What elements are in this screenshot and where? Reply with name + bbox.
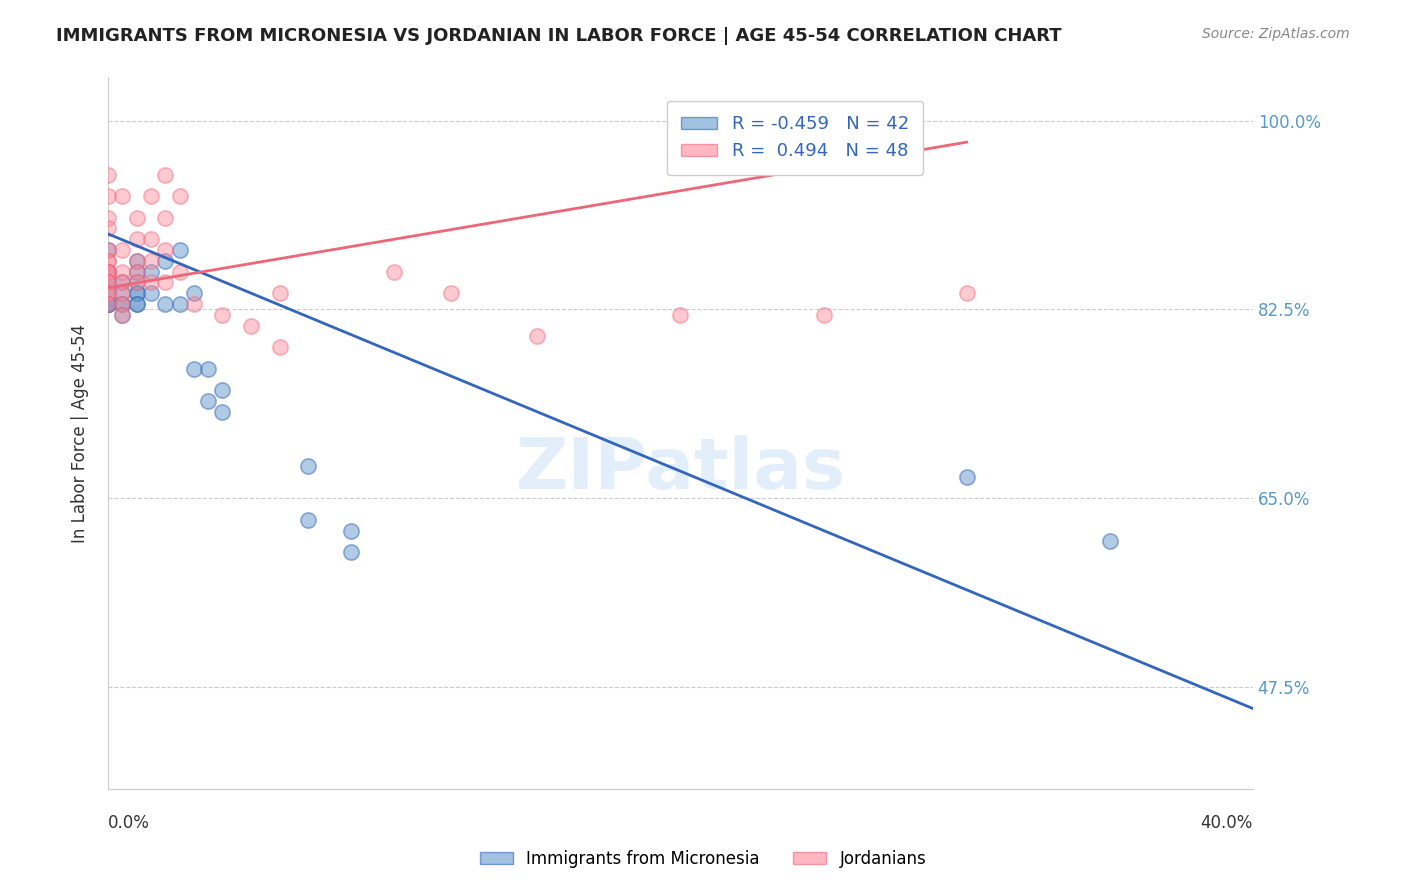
Point: [97, 276, 120, 290]
Point: [97, 286, 120, 301]
Point: [125, 297, 148, 311]
Text: 0.0%: 0.0%: [108, 814, 150, 832]
Point: [169, 264, 191, 278]
Point: [97, 253, 120, 268]
Point: [183, 286, 205, 301]
Point: [139, 286, 162, 301]
Point: [97, 253, 120, 268]
Point: [97, 264, 120, 278]
Point: [211, 405, 233, 419]
Point: [111, 264, 134, 278]
Point: [97, 286, 120, 301]
Point: [125, 276, 148, 290]
Point: [139, 276, 162, 290]
Point: [97, 211, 120, 225]
Point: [97, 276, 120, 290]
Point: [97, 264, 120, 278]
Point: [111, 286, 134, 301]
Text: ZIPatlas: ZIPatlas: [516, 434, 845, 503]
Point: [211, 384, 233, 398]
Point: [669, 308, 692, 322]
Point: [97, 297, 120, 311]
Point: [197, 394, 219, 409]
Point: [956, 469, 979, 483]
Point: [139, 232, 162, 246]
Point: [269, 286, 291, 301]
Point: [97, 168, 120, 182]
Point: [97, 286, 120, 301]
Point: [97, 243, 120, 257]
Point: [111, 276, 134, 290]
Point: [139, 253, 162, 268]
Point: [125, 253, 148, 268]
Point: [97, 297, 120, 311]
Point: [440, 286, 463, 301]
Point: [526, 329, 548, 343]
Point: [97, 297, 120, 311]
Point: [155, 297, 177, 311]
Point: [155, 276, 177, 290]
Point: [125, 286, 148, 301]
Point: [111, 308, 134, 322]
Point: [125, 232, 148, 246]
Point: [97, 221, 120, 235]
Point: [97, 297, 120, 311]
Point: [139, 264, 162, 278]
Text: IMMIGRANTS FROM MICRONESIA VS JORDANIAN IN LABOR FORCE | AGE 45-54 CORRELATION C: IMMIGRANTS FROM MICRONESIA VS JORDANIAN …: [56, 27, 1062, 45]
Point: [139, 189, 162, 203]
Point: [813, 308, 835, 322]
Point: [97, 189, 120, 203]
Point: [111, 189, 134, 203]
Point: [297, 458, 319, 473]
Point: [125, 276, 148, 290]
Point: [125, 264, 148, 278]
Point: [155, 253, 177, 268]
Point: [97, 297, 120, 311]
Point: [125, 253, 148, 268]
Point: [1098, 534, 1121, 549]
Point: [125, 264, 148, 278]
Point: [169, 297, 191, 311]
Point: [111, 308, 134, 322]
Legend: R = -0.459   N = 42, R =  0.494   N = 48: R = -0.459 N = 42, R = 0.494 N = 48: [666, 101, 924, 175]
Point: [111, 297, 134, 311]
Point: [155, 168, 177, 182]
Text: Source: ZipAtlas.com: Source: ZipAtlas.com: [1202, 27, 1350, 41]
Point: [211, 308, 233, 322]
Point: [97, 286, 120, 301]
Point: [97, 264, 120, 278]
Point: [169, 243, 191, 257]
Point: [125, 297, 148, 311]
Point: [111, 297, 134, 311]
Legend: Immigrants from Micronesia, Jordanians: Immigrants from Micronesia, Jordanians: [472, 844, 934, 875]
Point: [111, 297, 134, 311]
Point: [197, 361, 219, 376]
Point: [111, 276, 134, 290]
Point: [297, 513, 319, 527]
Point: [97, 297, 120, 311]
Point: [340, 524, 363, 538]
Point: [111, 243, 134, 257]
Point: [97, 276, 120, 290]
Point: [183, 297, 205, 311]
Point: [382, 264, 405, 278]
Point: [125, 211, 148, 225]
Text: 40.0%: 40.0%: [1201, 814, 1253, 832]
Point: [155, 211, 177, 225]
Point: [97, 243, 120, 257]
Point: [125, 286, 148, 301]
Point: [97, 276, 120, 290]
Point: [97, 264, 120, 278]
Y-axis label: In Labor Force | Age 45-54: In Labor Force | Age 45-54: [72, 324, 89, 543]
Point: [169, 189, 191, 203]
Point: [183, 361, 205, 376]
Point: [340, 545, 363, 559]
Point: [155, 243, 177, 257]
Point: [111, 286, 134, 301]
Point: [956, 286, 979, 301]
Point: [97, 264, 120, 278]
Point: [269, 340, 291, 354]
Point: [240, 318, 263, 333]
